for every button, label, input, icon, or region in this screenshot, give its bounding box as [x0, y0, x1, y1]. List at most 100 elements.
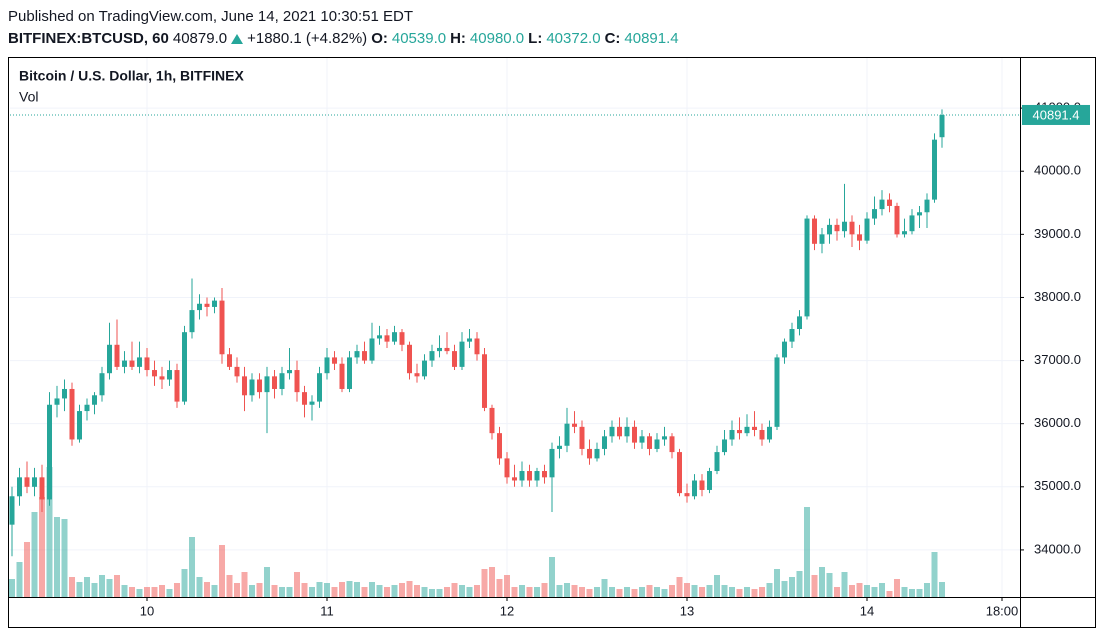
candle-body: [54, 398, 60, 405]
candle-body: [384, 335, 390, 342]
candle-body: [332, 357, 337, 364]
volume-bar: [211, 585, 218, 597]
volume-bar: [549, 557, 555, 597]
volume-bar: [534, 587, 540, 597]
volume-bar: [196, 577, 203, 597]
volume-bar: [399, 583, 405, 597]
candle-body: [452, 351, 457, 367]
volume-bar: [189, 537, 195, 597]
candle-body: [527, 471, 532, 481]
symbol: BITFINEX:BTCUSD, 60: [8, 30, 169, 47]
candle-body: [602, 436, 607, 449]
volume-bar: [759, 587, 765, 597]
volume-bar: [751, 589, 758, 597]
candle-body: [429, 351, 435, 361]
candle-body: [572, 423, 577, 427]
volume-bar: [309, 587, 315, 597]
candle-body: [737, 429, 742, 434]
candle-body: [437, 347, 442, 352]
y-tick-label: 36000.0: [1034, 415, 1081, 430]
volume-bar: [909, 589, 915, 597]
candle-body: [512, 477, 517, 481]
grid: [10, 58, 1020, 597]
candle-body: [399, 332, 405, 345]
candle-body: [407, 344, 412, 374]
volume-bar: [361, 587, 368, 597]
volume-bar: [421, 587, 428, 597]
candle-body: [152, 370, 157, 377]
candle-body: [879, 199, 885, 210]
volume-bar: [811, 575, 818, 597]
volume-bar: [219, 545, 225, 597]
volume-bar: [121, 585, 128, 597]
volume-pane: [9, 467, 945, 597]
candle-body: [9, 496, 15, 525]
candle-body: [887, 199, 892, 206]
volume-bar: [466, 587, 473, 597]
volume-bar: [879, 583, 885, 597]
volume-bar: [834, 587, 840, 597]
candle-body: [684, 493, 690, 497]
candle-body: [137, 357, 142, 367]
candle-body: [482, 354, 487, 408]
candle-body: [782, 341, 787, 358]
candle-body: [69, 388, 75, 440]
volume-bar: [631, 589, 638, 597]
candle-body: [797, 316, 802, 330]
volume-bar: [31, 512, 38, 597]
volume-bar: [459, 585, 465, 597]
candle-body: [167, 370, 172, 380]
candle-body: [257, 379, 262, 393]
candle-body: [617, 426, 622, 437]
candle-body: [909, 215, 915, 232]
last-price-label: 40891.4: [1033, 107, 1080, 122]
candle-body: [122, 360, 127, 367]
volume-bar: [849, 585, 855, 597]
candle-body: [819, 234, 825, 244]
candle-body: [722, 439, 727, 453]
ohlc-label: H:: [450, 30, 466, 47]
candle-body: [834, 224, 840, 232]
volume-bar: [504, 575, 510, 597]
volume-bar: [541, 583, 548, 597]
candle-body: [714, 452, 720, 472]
x-tick-label: 12: [500, 603, 514, 618]
volume-bar: [706, 585, 713, 597]
y-tick-label: 40000.0: [1034, 163, 1081, 178]
volume-legend: Vol: [19, 89, 38, 105]
volume-bar: [924, 583, 930, 597]
candle-body: [587, 448, 592, 459]
candle-body: [227, 354, 232, 367]
volume-bar: [286, 587, 293, 597]
candle-body: [339, 363, 345, 389]
volume-bar: [166, 589, 173, 597]
candle-body: [99, 373, 105, 396]
volume-bar: [54, 517, 60, 597]
volume-bar: [331, 587, 338, 597]
volume-bar: [256, 583, 263, 597]
candle-body: [902, 231, 907, 235]
candle-body: [624, 426, 630, 437]
volume-bar: [886, 591, 893, 597]
volume-bar: [324, 583, 330, 597]
volume-bar: [384, 587, 390, 597]
volume-bar: [444, 587, 450, 597]
volume-bar: [436, 589, 443, 597]
quote-line: BITFINEX:BTCUSD, 60 40879.0 +1880.1 (+4.…: [8, 28, 679, 50]
volume-bar: [939, 582, 945, 597]
candle-body: [857, 234, 862, 241]
candle-body: [774, 357, 780, 427]
volume-bar: [616, 589, 623, 597]
candle-body: [557, 445, 562, 449]
candle-body: [917, 212, 922, 216]
volume-bar: [174, 583, 180, 597]
candle-body: [219, 300, 225, 355]
volume-bar: [61, 519, 68, 597]
volume-bar: [624, 587, 630, 597]
y-tick-label: 39000.0: [1034, 226, 1081, 241]
volume-bar: [144, 587, 150, 597]
volume-bar: [136, 589, 143, 597]
candles: [9, 109, 1020, 557]
candle-body: [77, 411, 82, 440]
volume-bar: [474, 585, 480, 597]
